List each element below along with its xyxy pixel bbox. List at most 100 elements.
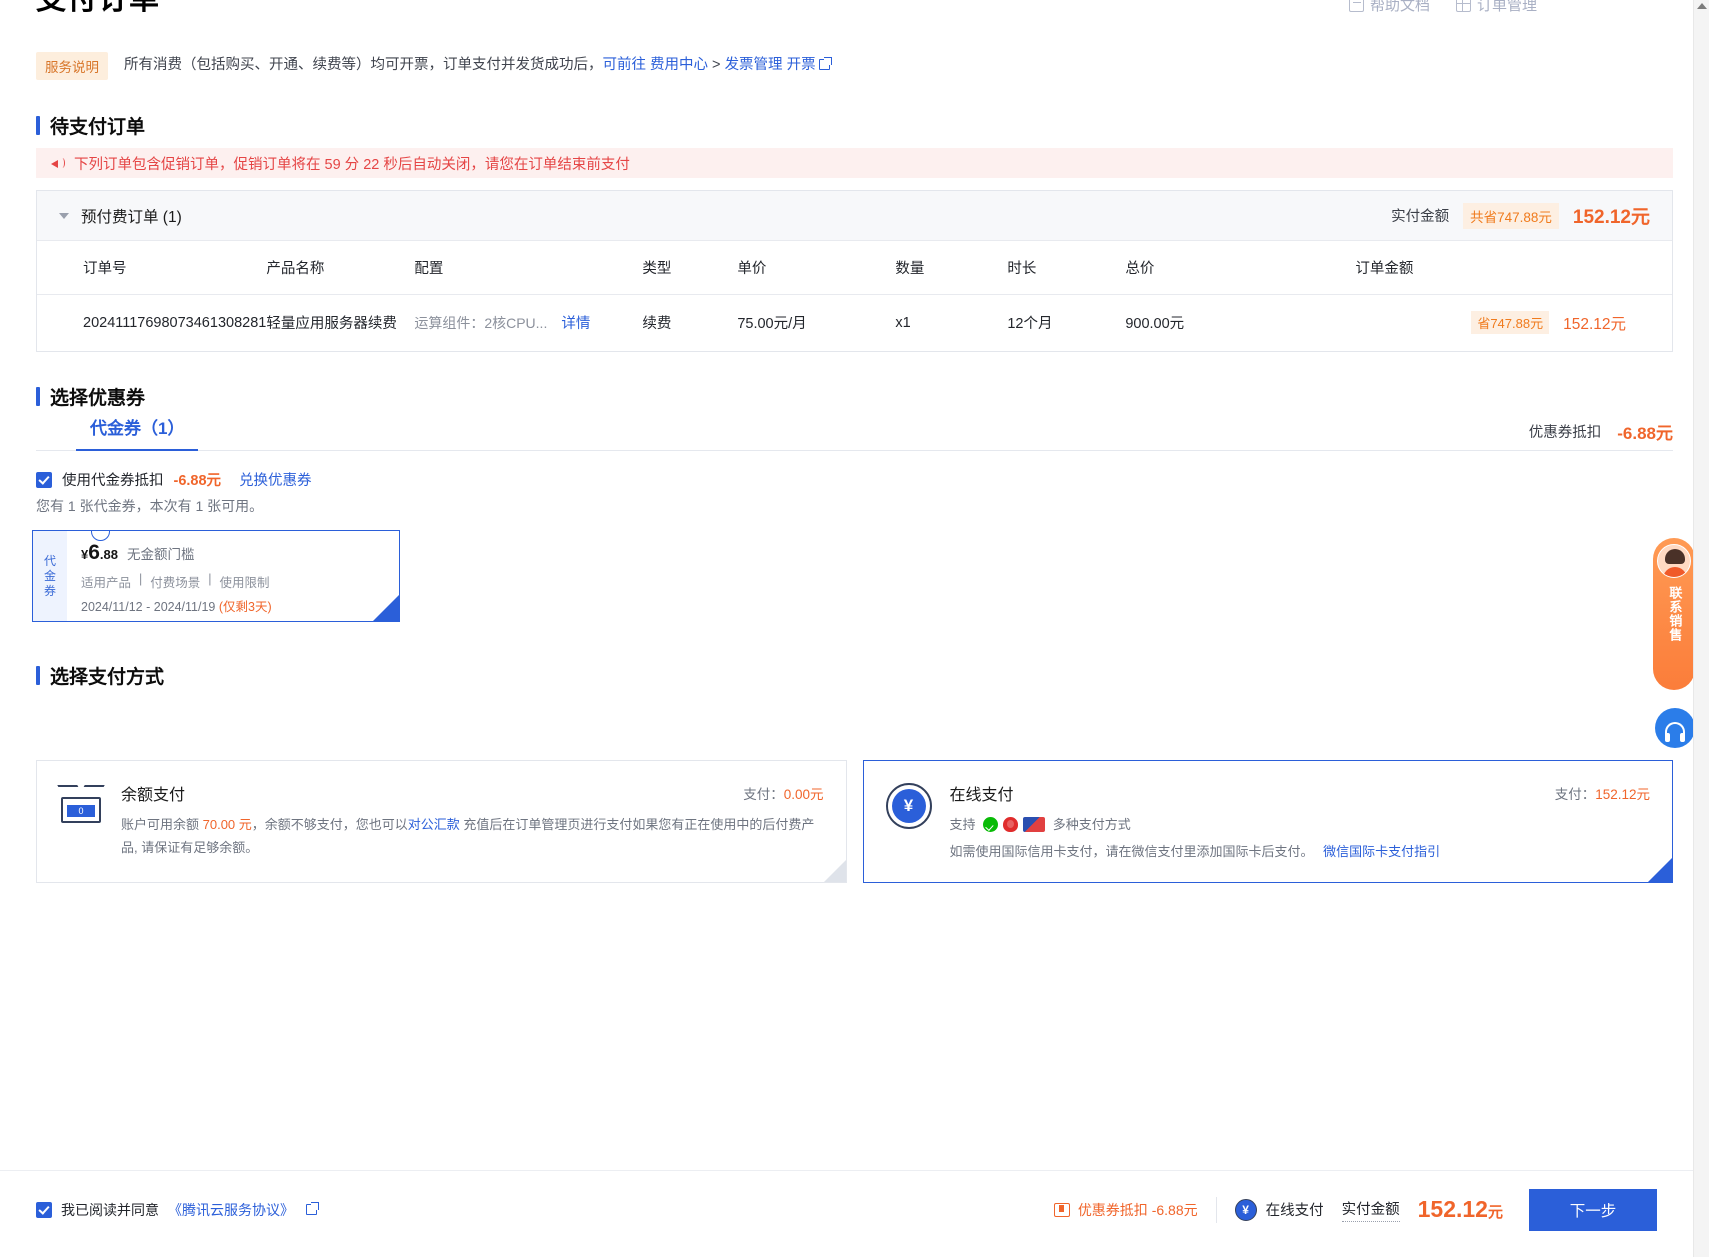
online-selected-check-icon: [1648, 857, 1672, 882]
cell-unit-price: 75.00元/月: [737, 316, 807, 333]
row-amount: 152.12元: [1563, 315, 1626, 333]
online-pay-amount: 支付：152.12元: [1555, 783, 1650, 803]
voucher-side-label: 代 金 券: [33, 531, 67, 621]
bank-card-icon: [1023, 817, 1046, 832]
checkout-footer: 我已阅读并同意 《腾讯云服务协议》 优惠券抵扣 -6.88元 ¥ 在线支付 实付金…: [0, 1170, 1693, 1248]
agreement-external-icon: [306, 1202, 319, 1215]
wallet-icon: 0: [57, 785, 105, 825]
row-saved-tag: 省747.88元: [1471, 311, 1550, 335]
voucher-meta-0[interactable]: 适用产品: [81, 576, 132, 590]
pending-orders-title-text: 待支付订单: [50, 117, 146, 138]
online-pay-value: 152.12元: [1595, 787, 1650, 802]
online-title: 在线支付: [949, 787, 1014, 804]
coupon-summary-label: 优惠券抵扣: [1528, 425, 1602, 441]
balance-desc-3: 充值后在订单管理页进行支付如果您有正在使用中的后付费产品, 请保证有足够余额。: [121, 817, 815, 855]
balance-desc-2: ，余额不够支付，您也可以: [251, 817, 408, 832]
voucher-valid-range: 2024/11/12 - 2024/11/19: [81, 600, 216, 614]
top-nav-links: 帮助文档 订单管理: [1348, 0, 1537, 15]
payment-method-online[interactable]: ¥ 在线支付 支付：152.12元 支持: [862, 760, 1673, 883]
tab-voucher[interactable]: 代金券（1）: [76, 414, 199, 451]
promotion-countdown-alert: 下列订单包含促销订单，促销订单将在 59 分 22 秒后自动关闭，请您在订单结束…: [36, 148, 1673, 178]
cell-order-no: 20241117698073461308281: [83, 314, 267, 331]
voucher-count-note: 您有 1 张代金券，本次有 1 张可用。: [36, 498, 264, 514]
order-group-summary: 实付金额 共省747.88元 152.12元: [1391, 202, 1650, 229]
page-scrollbar[interactable]: [1693, 0, 1709, 1257]
external-link-icon: [818, 57, 832, 71]
page-title: 支付订单: [36, 0, 160, 18]
balance-inner: 0 余额支付 支付：0.00元 账户可用余额 70.00 元，余额不够支付，您也…: [57, 781, 824, 860]
payment-section-title-text: 选择支付方式: [50, 667, 165, 688]
service-notice-text: 所有消费（包括购买、开通、续费等）均可开票，订单支付并发货成功后，可前往 费用中…: [124, 55, 832, 77]
notice-text-main: 所有消费（包括购买、开通、续费等）均可开票，订单支付并发货成功后，: [124, 57, 603, 74]
voucher-remaining: (仅剩3天): [218, 600, 272, 614]
voucher-meta: 适用产品 | 付费场景 | 使用限制: [81, 572, 385, 591]
voucher-currency: ¥: [81, 547, 89, 562]
voucher-meta-1[interactable]: 付费场景: [150, 576, 201, 590]
config-detail-link[interactable]: 详情: [561, 316, 591, 333]
service-notice-tag: 服务说明: [36, 52, 108, 80]
use-voucher-row: 使用代金券抵扣 -6.88元 兑换优惠券: [36, 469, 312, 490]
footer-divider: [1215, 1196, 1217, 1223]
cell-product: 轻量应用服务器续费: [266, 316, 397, 333]
service-agreement-link[interactable]: 《腾讯云服务协议》: [168, 1201, 294, 1218]
voucher-card[interactable]: 代 金 券 ¥6.88 无金额门槛 适用产品 | 付费场景 | 使用限制 202…: [32, 530, 400, 622]
summary-label: 实付金额: [1391, 209, 1450, 225]
qq-pay-icon: [1003, 817, 1019, 832]
invoice-management-link[interactable]: 发票管理 开票: [724, 57, 816, 74]
yen-ring: [885, 783, 932, 829]
countdown-alert-text: 下列订单包含促销订单，促销订单将在 59 分 22 秒后自动关闭，请您在订单结束…: [74, 156, 630, 173]
exchange-coupon-link[interactable]: 兑换优惠券: [239, 473, 312, 489]
cell-total-price: 900.00元: [1125, 316, 1185, 333]
coupon-tabs: 代金券（1）: [36, 415, 1673, 451]
wechat-intl-guide-link[interactable]: 微信国际卡支付指引: [1323, 843, 1441, 859]
balance-pay-label: 支付：: [743, 787, 784, 802]
customer-service-widget[interactable]: [1655, 708, 1695, 748]
payment-method-balance[interactable]: 0 余额支付 支付：0.00元 账户可用余额 70.00 元，余额不够支付，您也…: [36, 760, 847, 883]
footer-coupon-label: 优惠券抵扣 -6.88元: [1077, 1201, 1198, 1218]
billing-center-link[interactable]: 可前往 费用中心: [602, 57, 709, 74]
footer-yen-icon: ¥: [1234, 1198, 1257, 1221]
order-group-label: 预付费订单 (1): [81, 208, 182, 226]
cell-config: 运算组件：2核CPU... 详情: [414, 295, 642, 351]
online-intl-note: 如需使用国际信用卡支付，请在微信支付里添加国际卡后支付。 微信国际卡支付指引: [950, 841, 1651, 864]
voucher-amount-row: ¥6.88 无金额门槛: [81, 541, 385, 565]
corporate-transfer-link[interactable]: 对公汇款: [407, 817, 460, 832]
wallet-slot: 0: [67, 805, 95, 817]
wechat-pay-icon: [983, 817, 999, 832]
notice-separator: >: [708, 57, 725, 74]
next-step-button[interactable]: 下一步: [1529, 1188, 1657, 1231]
help-docs-link[interactable]: 帮助文档: [1348, 0, 1430, 15]
balance-title-row: 余额支付 支付：0.00元: [121, 781, 824, 805]
contact-sales-widget[interactable]: 联系销售: [1653, 538, 1695, 690]
footer-pay-method: ¥ 在线支付: [1234, 1198, 1324, 1221]
voucher-selected-check-icon: [373, 595, 399, 621]
online-support-label: 支持: [949, 817, 976, 832]
col-amount: 订单金额: [1355, 241, 1672, 295]
voucher-validity: 2024/11/12 - 2024/11/19 (仅剩3天): [81, 596, 385, 615]
footer-total-label: 实付金额: [1341, 1198, 1400, 1222]
order-management-link[interactable]: 订单管理: [1455, 0, 1537, 15]
col-duration: 时长: [1007, 241, 1126, 295]
scroll-up-arrow-icon[interactable]: [1697, 3, 1707, 9]
megaphone-icon: [50, 156, 65, 171]
payment-badges: [983, 817, 1046, 832]
balance-available-amount: 70.00 元: [202, 817, 252, 832]
col-config: 配置: [414, 241, 643, 295]
order-group-header: 预付费订单 (1) 实付金额 共省747.88元 152.12元: [37, 191, 1672, 241]
payment-methods: 0 余额支付 支付：0.00元 账户可用余额 70.00 元，余额不够支付，您也…: [36, 760, 1673, 883]
grid-icon: [1455, 0, 1471, 12]
payment-section-title: 选择支付方式: [36, 662, 164, 689]
voucher-meta-2[interactable]: 使用限制: [219, 576, 270, 590]
coupon-section-title: 选择优惠券: [36, 383, 145, 410]
voucher-value-dec: .88: [99, 547, 118, 562]
coupon-summary: 优惠券抵扣 -6.88元: [1529, 419, 1673, 444]
balance-pay-value: 0.00元: [783, 787, 824, 802]
agreement-checkbox[interactable]: [36, 1201, 52, 1218]
agreement-prefix: 我已阅读并同意: [61, 1201, 159, 1218]
use-voucher-checkbox[interactable]: [36, 471, 52, 488]
chevron-down-icon[interactable]: [59, 212, 69, 219]
coupon-icon: [1053, 1202, 1070, 1217]
order-table: 订单号 产品名称 配置 类型 单价 数量 时长 总价 订单金额 20241117…: [37, 241, 1672, 351]
online-support-row: 支持 多种支付方式: [950, 814, 1651, 837]
